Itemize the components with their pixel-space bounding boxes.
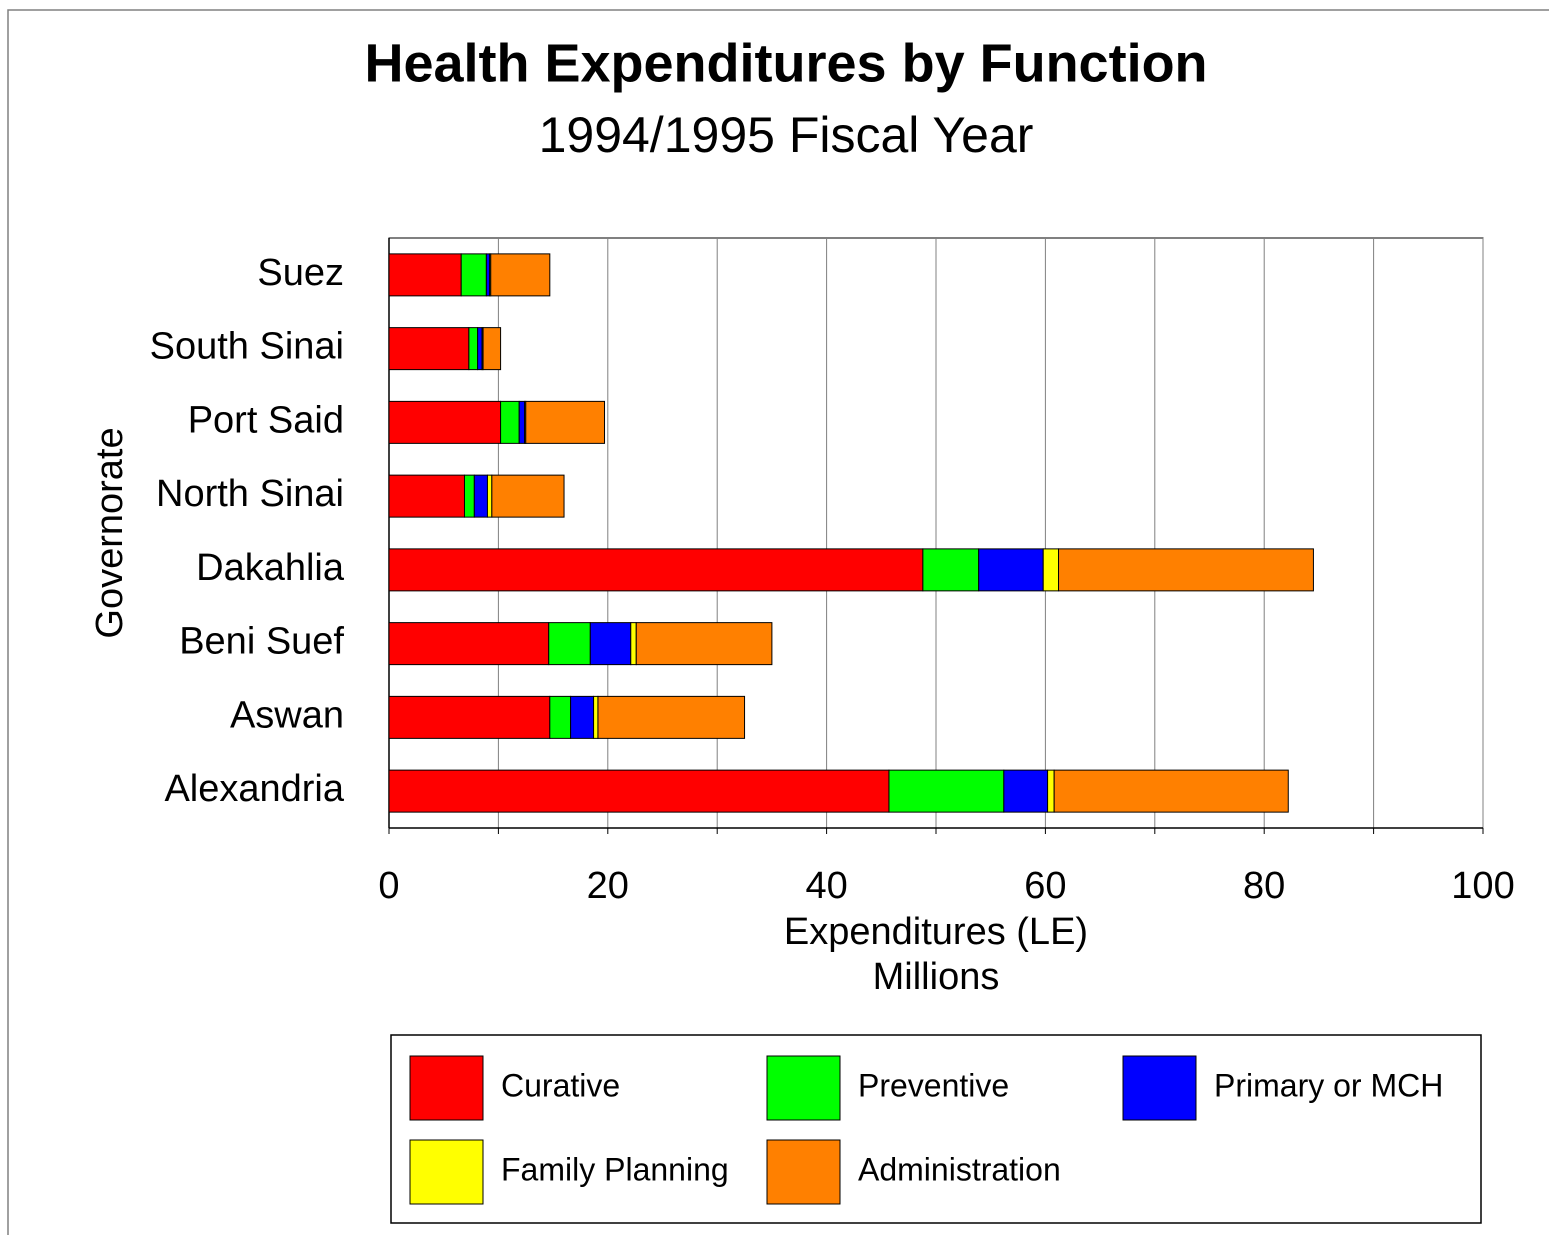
bar-segment bbox=[597, 695, 746, 739]
y-tick-label: Dakahlia bbox=[196, 547, 345, 589]
x-axis-label: Expenditures (LE) bbox=[784, 911, 1088, 953]
bar-segment bbox=[463, 474, 475, 518]
chart-subtitle: 1994/1995 Fiscal Year bbox=[539, 107, 1034, 163]
bar-segment bbox=[388, 695, 551, 739]
legend-label: Administration bbox=[858, 1151, 1061, 1187]
bar-segment bbox=[388, 548, 924, 592]
y-tick-label: Alexandria bbox=[164, 768, 344, 810]
bar-segment bbox=[388, 327, 470, 371]
y-axis-label: Governorate bbox=[89, 427, 131, 638]
x-tick-label: 60 bbox=[1024, 865, 1066, 907]
bar-segment bbox=[388, 622, 550, 666]
bar-segment bbox=[630, 622, 637, 666]
bar-segment bbox=[549, 695, 572, 739]
bar-segment bbox=[491, 474, 565, 518]
legend bbox=[390, 1034, 1482, 1224]
bar-segment bbox=[593, 695, 599, 739]
legend-swatch bbox=[409, 1139, 484, 1205]
y-tick-label: Port Said bbox=[188, 399, 344, 441]
legend-swatch bbox=[766, 1139, 841, 1205]
bar-segment bbox=[500, 400, 520, 444]
legend-swatch bbox=[766, 1055, 841, 1121]
legend-label: Preventive bbox=[858, 1067, 1009, 1103]
y-tick-label: South Sinai bbox=[150, 326, 344, 368]
chart-title: Health Expenditures by Function bbox=[364, 33, 1207, 93]
legend-label: Family Planning bbox=[501, 1151, 729, 1187]
x-tick-label: 40 bbox=[805, 865, 847, 907]
bar-segment bbox=[635, 622, 773, 666]
y-tick-label: Suez bbox=[257, 252, 344, 294]
y-tick-label: North Sinai bbox=[156, 473, 344, 515]
bar-segment bbox=[388, 253, 462, 297]
bar-segment bbox=[978, 548, 1044, 592]
y-tick-label: Beni Suef bbox=[179, 621, 344, 663]
y-tick-label: Aswan bbox=[230, 694, 344, 736]
bar-segment bbox=[518, 400, 526, 444]
bar-segment bbox=[388, 474, 465, 518]
bar-segment bbox=[468, 327, 479, 371]
bar-segment bbox=[888, 769, 1005, 813]
bar-segment bbox=[490, 253, 551, 297]
bar-segment bbox=[589, 622, 632, 666]
bar-segment bbox=[1053, 769, 1289, 813]
bar-segment bbox=[570, 695, 595, 739]
bar-segment bbox=[388, 769, 890, 813]
legend-swatch bbox=[409, 1055, 484, 1121]
x-tick-label: 100 bbox=[1451, 865, 1514, 907]
x-tick-label: 80 bbox=[1243, 865, 1285, 907]
x-axis-label: Millions bbox=[873, 956, 1000, 998]
bar-segment bbox=[1003, 769, 1049, 813]
frame bbox=[7, 9, 1549, 1235]
bar-segment bbox=[482, 327, 502, 371]
legend-label: Curative bbox=[501, 1067, 620, 1103]
legend-swatch bbox=[1122, 1055, 1197, 1121]
bar-segment bbox=[1047, 769, 1055, 813]
bar-segment bbox=[548, 622, 591, 666]
x-tick-label: 0 bbox=[378, 865, 399, 907]
bar-segment bbox=[1058, 548, 1314, 592]
bar-segment bbox=[388, 400, 502, 444]
legend-label: Primary or MCH bbox=[1214, 1067, 1443, 1103]
bar-segment bbox=[477, 327, 483, 371]
bar-segment bbox=[486, 474, 493, 518]
x-tick-label: 20 bbox=[587, 865, 629, 907]
bar-segment bbox=[460, 253, 487, 297]
bar-segment bbox=[922, 548, 980, 592]
bar-segment bbox=[525, 400, 606, 444]
bar-segment bbox=[1042, 548, 1060, 592]
bar-segment bbox=[473, 474, 488, 518]
